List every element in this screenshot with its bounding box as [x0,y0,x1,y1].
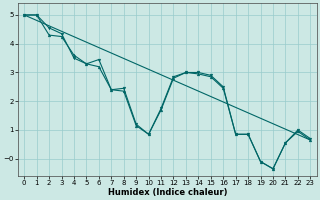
X-axis label: Humidex (Indice chaleur): Humidex (Indice chaleur) [108,188,227,197]
